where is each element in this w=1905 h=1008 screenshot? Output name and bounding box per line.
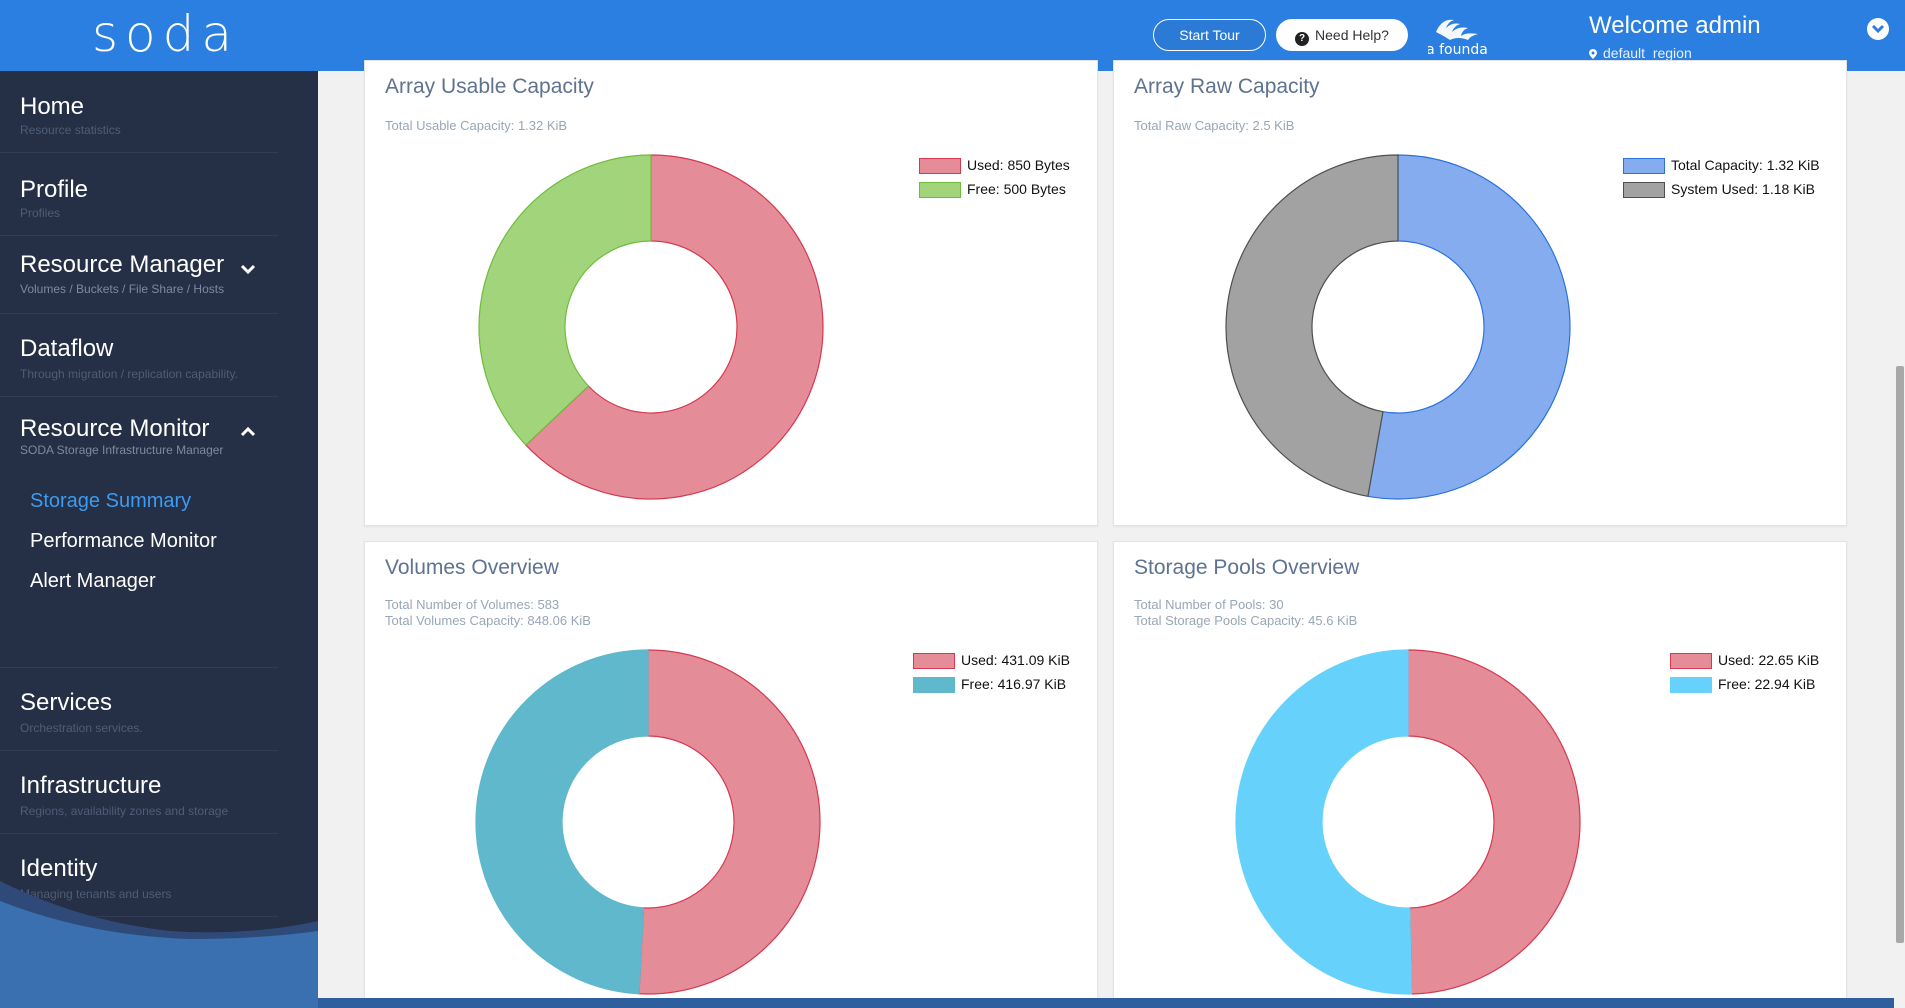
sidebar-item-title: Infrastructure: [20, 772, 162, 799]
legend-label: System Used: 1.18 KiB: [1671, 181, 1815, 197]
legend-swatch: [1670, 653, 1712, 669]
sidebar-item-subtitle: Volumes / Buckets / File Share / Hosts: [20, 282, 225, 296]
user-menu-chevron-icon[interactable]: [1867, 18, 1889, 40]
sidebar-item-subtitle: Managing tenants and users: [20, 887, 172, 901]
subitem-alert-manager[interactable]: Alert Manager: [30, 570, 156, 592]
card-array-raw-capacity: Array Raw Capacity Total Raw Capacity: 2…: [1113, 60, 1847, 526]
sidebar-item-subtitle: Profiles: [20, 206, 61, 220]
need-help-button[interactable]: ? Need Help?: [1276, 19, 1408, 51]
legend-label: Free: 22.94 KiB: [1718, 676, 1816, 692]
donut-chart-array-usable-capacity: [478, 154, 824, 500]
region-label: default_region: [1589, 45, 1692, 61]
legend-label: Used: 431.09 KiB: [961, 652, 1070, 668]
sidebar-item-title: Resource Manager: [20, 251, 225, 278]
card-subtitle: Total Number of Volumes: 583: [385, 597, 560, 612]
card-title: Storage Pools Overview: [1134, 556, 1360, 579]
legend-swatch: [913, 677, 955, 693]
donut-slice-total-capacity[interactable]: [1367, 154, 1571, 500]
sidebar-item-home[interactable]: Home Resource statistics: [0, 71, 278, 153]
card-storage-pools-overview: Storage Pools Overview Total Number of P…: [1113, 541, 1847, 1008]
legend-swatch: [919, 158, 961, 174]
chevron-up-icon: [240, 426, 256, 437]
footer-stripe: [318, 998, 1894, 1008]
sidebar-item-title: Identity: [20, 855, 98, 882]
need-help-label: Need Help?: [1315, 27, 1389, 43]
card-subtitle: Total Usable Capacity: 1.32 KiB: [385, 118, 568, 133]
donut-chart-array-raw-capacity: [1225, 154, 1571, 500]
welcome-text: Welcome admin: [1589, 12, 1761, 39]
sidebar-item-infrastructure[interactable]: Infrastructure Regions, availability zon…: [0, 752, 278, 834]
sidebar-item-title: Profile: [20, 176, 89, 203]
sidebar-item-title: Home: [20, 93, 85, 120]
card-title: Array Usable Capacity: [385, 75, 594, 98]
subitem-storage-summary[interactable]: Storage Summary: [30, 490, 192, 512]
legend-label: Free: 416.97 KiB: [961, 676, 1067, 692]
foundation-logo-text: soda foundation: [1428, 42, 1488, 58]
sidebar-item-identity[interactable]: Identity Managing tenants and users: [0, 835, 278, 917]
sidebar-item-subtitle: Through migration / replication capabili…: [20, 367, 238, 381]
soda-logo[interactable]: soda: [92, 5, 240, 63]
sidebar-item-title: Dataflow: [20, 335, 114, 362]
card-array-usable-capacity: Array Usable Capacity Total Usable Capac…: [364, 60, 1098, 526]
sidebar: Home Resource statistics Profile Profile…: [0, 71, 318, 1008]
legend-swatch: [919, 182, 961, 198]
sidebar-item-services[interactable]: Services Orchestration services.: [0, 669, 278, 751]
legend-label: Used: 850 Bytes: [967, 157, 1070, 173]
legend-label: Total Capacity: 1.32 KiB: [1671, 157, 1820, 173]
card-subtitle: Total Raw Capacity: 2.5 KiB: [1134, 118, 1295, 133]
donut-slice-system-used[interactable]: [1225, 154, 1399, 498]
top-bar: soda Start Tour ? Need Help? soda foundat…: [0, 0, 1905, 71]
sidebar-item-subtitle: Regions, availability zones and storage: [20, 804, 229, 818]
card-volumes-overview: Volumes Overview Total Number of Volumes…: [364, 541, 1098, 1008]
scrollbar-thumb[interactable]: [1896, 366, 1904, 943]
legend-swatch: [913, 653, 955, 669]
region-name: default_region: [1603, 45, 1692, 61]
question-icon: ?: [1295, 32, 1310, 46]
sidebar-wave-decoration: [0, 881, 318, 1008]
sidebar-item-resource-manager[interactable]: Resource Manager Volumes / Buckets / Fil…: [0, 237, 278, 314]
sidebar-item-profile[interactable]: Profile Profiles: [0, 154, 278, 236]
card-title: Volumes Overview: [385, 556, 559, 579]
sidebar-item-subtitle: SODA Storage Infrastructure Manager: [20, 443, 224, 457]
donut-slice-used[interactable]: [525, 154, 824, 500]
subitem-performance-monitor[interactable]: Performance Monitor: [30, 530, 217, 552]
legend-swatch: [1623, 158, 1665, 174]
card-subtitle: Total Number of Pools: 30: [1134, 597, 1284, 612]
sidebar-item-dataflow[interactable]: Dataflow Through migration / replication…: [0, 315, 278, 397]
donut-chart-volumes-overview: [475, 649, 821, 995]
card-subtitle: Total Storage Pools Capacity: 45.6 KiB: [1134, 613, 1358, 628]
legend-label: Free: 500 Bytes: [967, 181, 1066, 197]
sidebar-item-title: Resource Monitor: [20, 415, 210, 442]
card-subtitle: Total Volumes Capacity: 848.06 KiB: [385, 613, 591, 628]
chevron-down-icon: [240, 264, 256, 275]
donut-slice-used[interactable]: [638, 649, 821, 995]
legend-swatch: [1623, 182, 1665, 198]
donut-chart-storage-pools-overview: [1235, 649, 1581, 995]
card-title: Array Raw Capacity: [1134, 75, 1320, 98]
donut-slice-free[interactable]: [1235, 649, 1413, 995]
page-scrollbar[interactable]: [1894, 71, 1905, 1008]
sidebar-item-title: Services: [20, 689, 113, 716]
donut-slice-used[interactable]: [1407, 649, 1581, 995]
sidebar-item-resource-monitor[interactable]: Resource Monitor SODA Storage Infrastruc…: [0, 398, 278, 668]
soda-foundation-logo: soda foundation: [1401, 10, 1515, 64]
donut-slice-free[interactable]: [475, 649, 649, 995]
donut-slice-free[interactable]: [478, 154, 652, 446]
sidebar-item-subtitle: Resource statistics: [20, 123, 121, 137]
legend-label: Used: 22.65 KiB: [1718, 652, 1820, 668]
sidebar-item-subtitle: Orchestration services.: [20, 721, 143, 735]
location-pin-icon: [1589, 49, 1597, 59]
legend-swatch: [1670, 677, 1712, 693]
start-tour-button[interactable]: Start Tour: [1153, 19, 1266, 51]
